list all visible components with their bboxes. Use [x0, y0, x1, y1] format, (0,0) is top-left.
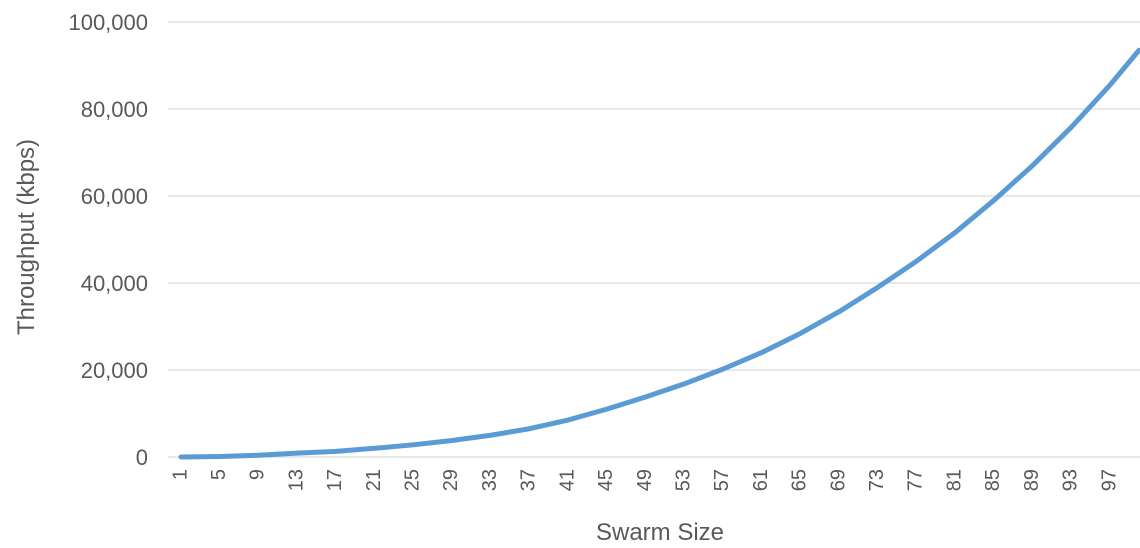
y-tick-label: 0 — [136, 445, 148, 470]
x-tick-label: 21 — [363, 469, 385, 491]
x-axis-ticks: 1 5 9 13 17 21 25 29 33 37 41 45 49 53 57 61 65 69 73 77 81 8… — [169, 469, 1120, 491]
y-tick-label: 80,000 — [81, 97, 148, 122]
x-tick-label: 77 — [905, 469, 927, 491]
x-tick-label: 81 — [943, 469, 965, 491]
x-tick-label: 57 — [711, 469, 733, 491]
x-tick-label: 53 — [672, 469, 694, 491]
y-tick-label: 60,000 — [81, 184, 148, 209]
x-tick-label: 9 — [247, 469, 269, 480]
y-axis-ticks: 0 20,000 40,000 60,000 80,000 100,000 — [68, 10, 148, 470]
x-tick-label: 73 — [866, 469, 888, 491]
gridlines — [168, 21, 1140, 458]
x-tick-label: 69 — [827, 469, 849, 491]
x-tick-label: 33 — [479, 469, 501, 491]
x-tick-label: 37 — [518, 469, 540, 491]
x-tick-label: 29 — [440, 469, 462, 491]
x-tick-label: 25 — [402, 469, 424, 491]
x-tick-label: 5 — [208, 469, 230, 480]
x-tick-label: 41 — [556, 469, 578, 491]
x-tick-label: 97 — [1098, 469, 1120, 491]
x-tick-label: 65 — [789, 469, 811, 491]
x-tick-label: 17 — [324, 469, 346, 491]
x-tick-label: 89 — [1021, 469, 1043, 491]
y-tick-label: 100,000 — [68, 10, 148, 35]
x-tick-label: 1 — [169, 469, 191, 480]
x-tick-label: 13 — [285, 469, 307, 491]
series-line — [178, 47, 1140, 460]
x-tick-label: 93 — [1060, 469, 1082, 491]
x-tick-label: 85 — [982, 469, 1004, 491]
x-axis-title: Swarm Size — [596, 519, 724, 546]
y-axis-title: Throughput (kbps) — [13, 139, 40, 335]
y-tick-label: 40,000 — [81, 271, 148, 296]
y-tick-label: 20,000 — [81, 358, 148, 383]
series-layer — [178, 47, 1140, 460]
x-tick-label: 49 — [634, 469, 656, 491]
x-tick-label: 61 — [750, 469, 772, 491]
x-tick-label: 45 — [595, 469, 617, 491]
